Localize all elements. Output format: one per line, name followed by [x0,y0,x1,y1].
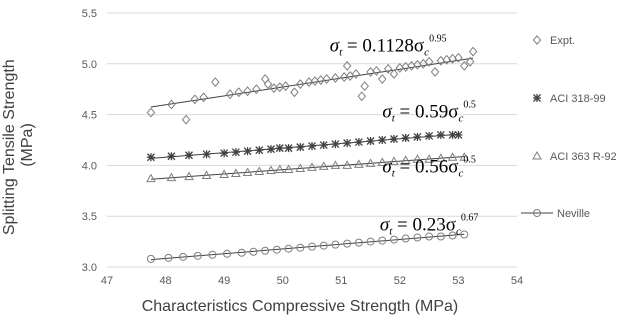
y-tick-label: 3.0 [82,262,97,274]
data-point-triangle [320,162,328,169]
data-point-star [220,149,228,157]
y-axis-title-line-2: (MPa) [19,123,36,167]
data-point-triangle [147,175,155,182]
data-point-star [147,153,155,161]
data-point-diamond [262,75,269,83]
data-point-diamond [147,108,154,116]
x-tick-label: 49 [218,275,230,287]
data-point-diamond [191,95,198,103]
eq-sub2: c [456,225,461,237]
data-point-star [378,136,386,144]
legend-label: Expt. [550,35,575,47]
data-point-diamond [379,75,386,83]
data-point-star [203,150,211,158]
data-point-circle [147,255,154,262]
legend-entry: Neville [521,208,590,220]
eq-sub2: c [459,113,464,125]
legend: Expt. ACI 318-99 ACI 363 R-92 Neville [521,35,617,220]
data-point-diamond [200,93,207,101]
data-point-star [355,138,363,146]
data-point-star [308,142,316,150]
data-point-star [167,152,175,160]
y-tick-label: 3.5 [82,211,97,223]
legend-label: ACI 318-99 [550,93,606,105]
legend-entry: ACI 318-99 [533,93,606,105]
data-point-star [367,137,375,145]
data-point-diamond [182,115,189,123]
data-point-star [255,146,263,154]
equation-label: σt = 0.59σc0.5 [382,100,476,125]
data-point-star [331,140,339,148]
x-tick-labels: 47 48 49 50 51 52 53 54 [101,275,523,287]
x-axis-title: Characteristics Compressive Strength (MP… [142,298,459,315]
data-point-star [185,151,193,159]
data-point-star [454,131,462,139]
data-point-diamond [358,92,365,100]
data-point-star [437,131,445,139]
data-point-diamond [235,88,242,96]
legend-marker-diamond [533,36,540,44]
x-tick-label: 54 [511,275,523,287]
eq-sub2: c [424,47,429,59]
y-axis-title: Splitting Tensile Strength (MPa) [1,55,36,235]
data-point-star [232,148,240,156]
y-tick-label: 5.5 [82,8,97,20]
legend-marker-triangle [533,152,541,159]
data-point-diamond [390,70,397,78]
data-point-diamond [253,85,260,93]
data-point-diamond [361,82,368,90]
legend-entry: Expt. [533,35,575,47]
eq-rhs: = 0.1128σ [342,36,424,57]
eq-exp: 0.5 [463,155,476,166]
equation-label: σt = 0.1128σc0.95 [330,34,447,59]
y-axis-title-line-1: Splitting Tensile Strength [1,59,18,235]
data-point-star [413,133,421,141]
eq-rhs: = 0.56σ [395,157,459,178]
x-tick-label: 48 [159,275,171,287]
data-point-diamond [244,87,251,95]
data-point-star [320,141,328,149]
data-point-diamond [332,74,339,82]
data-point-diamond [344,62,351,70]
data-point-star [390,135,398,143]
legend-entry: ACI 363 R-92 [533,151,617,163]
data-point-star [244,147,252,155]
eq-rhs: = 0.23σ [392,214,456,235]
x-tick-label: 51 [335,275,347,287]
y-tick-label: 4.5 [82,110,97,122]
fit-line-3 [151,234,464,259]
eq-exp: 0.95 [429,34,447,45]
fit-line-1 [151,134,459,158]
data-point-diamond [291,88,298,96]
x-tick-label: 50 [277,275,289,287]
x-tick-label: 47 [101,275,113,287]
eq-exp: 0.67 [461,212,479,223]
data-point-star [296,143,304,151]
data-point-diamond [431,68,438,76]
y-tick-label: 4.0 [82,160,97,172]
eq-rhs: = 0.59σ [395,102,459,123]
data-point-star [343,139,351,147]
y-tick-labels: 3.0 3.5 4.0 4.5 5.0 5.5 [82,8,97,274]
data-point-diamond [469,47,476,55]
x-tick-label: 53 [452,275,464,287]
data-point-diamond [461,62,468,70]
legend-label: ACI 363 R-92 [550,151,617,163]
eq-exp: 0.5 [463,100,476,111]
legend-label: Neville [557,208,590,220]
data-point-diamond [212,78,219,86]
data-point-star [402,134,410,142]
data-point-diamond [264,80,271,88]
x-tick-label: 52 [394,275,406,287]
legend-marker-star [533,94,541,102]
data-point-triangle [276,165,284,172]
data-point-star [425,132,433,140]
data-point-star [276,144,284,152]
equation-label: σt = 0.23σc0.67 [380,212,479,237]
eq-sub2: c [459,168,464,180]
y-tick-label: 5.0 [82,59,97,71]
data-point-star [285,144,293,152]
data-point-star [267,145,275,153]
